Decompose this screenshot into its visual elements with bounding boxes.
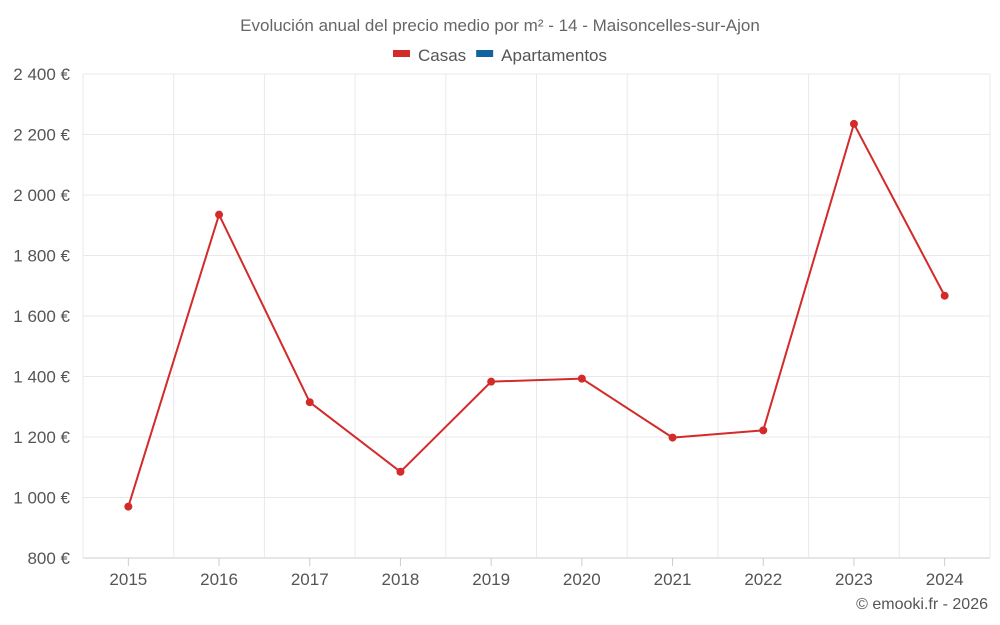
y-tick-label: 1 400 € [13, 368, 70, 387]
y-tick-label: 1 200 € [13, 428, 70, 447]
data-point[interactable] [487, 377, 496, 386]
data-point[interactable] [577, 374, 586, 383]
x-tick-label: 2019 [472, 570, 510, 589]
x-tick-label: 2017 [291, 570, 329, 589]
x-tick-label: 2023 [835, 570, 873, 589]
y-tick-label: 2 200 € [13, 126, 70, 145]
x-axis: 2015 2016 2017 2018 2019 2020 2021 2022 2023 2024 [109, 558, 964, 589]
data-point[interactable] [759, 426, 768, 435]
data-point[interactable] [396, 467, 405, 476]
x-tick-label: 2020 [563, 570, 601, 589]
chart-title: Evolución anual del precio medio por m² … [240, 16, 760, 35]
grid-lines [82, 73, 991, 559]
x-tick-label: 2016 [200, 570, 238, 589]
data-point[interactable] [668, 433, 677, 442]
x-tick-label: 2022 [744, 570, 782, 589]
data-point[interactable] [940, 291, 949, 300]
legend-swatch-casas[interactable] [392, 50, 410, 57]
y-tick-label: 1 000 € [13, 489, 70, 508]
x-tick-label: 2024 [926, 570, 964, 589]
x-tick-label: 2021 [654, 570, 692, 589]
series-line-casas [127, 122, 946, 507]
data-point[interactable] [124, 502, 133, 511]
legend-swatch-apartamentos[interactable] [476, 50, 494, 57]
y-tick-label: 1 800 € [13, 247, 70, 266]
y-axis: 800 € 1 000 € 1 200 € 1 400 € 1 600 € 1 800 €… [13, 65, 70, 568]
x-tick-label: 2018 [382, 570, 420, 589]
credit-text: © emooki.fr - 2026 [856, 596, 988, 613]
x-tick-label: 2015 [109, 570, 147, 589]
legend: Casas Apartamentos [392, 46, 607, 65]
y-tick-label: 2 400 € [13, 65, 70, 84]
legend-label-casas[interactable]: Casas [418, 46, 466, 65]
legend-label-apartamentos[interactable]: Apartamentos [501, 46, 607, 65]
y-tick-label: 2 000 € [13, 186, 70, 205]
data-point[interactable] [305, 398, 314, 407]
y-tick-label: 800 € [27, 549, 70, 568]
series-layer [124, 119, 949, 511]
data-point[interactable] [215, 210, 224, 219]
data-point[interactable] [849, 119, 858, 128]
y-tick-label: 1 600 € [13, 307, 70, 326]
